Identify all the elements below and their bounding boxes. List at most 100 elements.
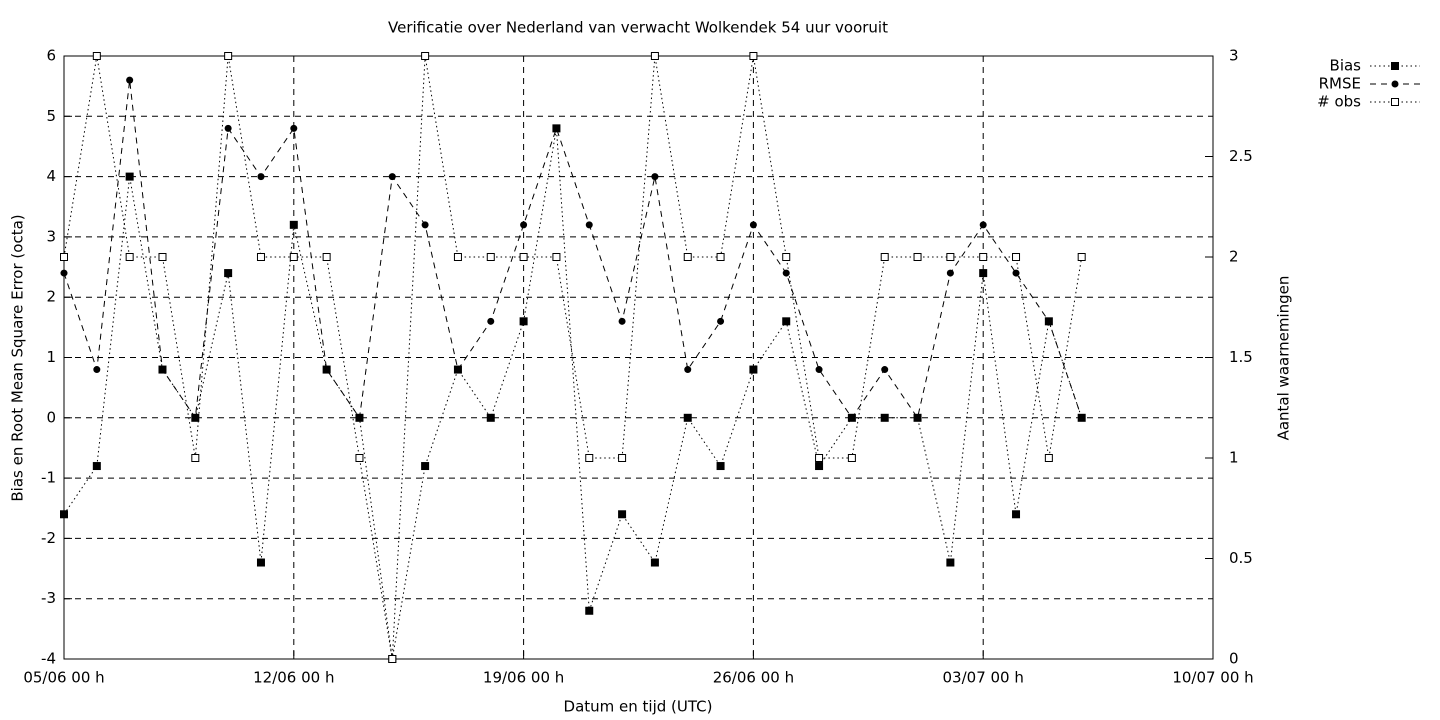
y2-tick-label: 3: [1229, 47, 1239, 65]
point: [1012, 253, 1021, 261]
point: [453, 253, 462, 261]
point: [880, 253, 889, 261]
point: [322, 253, 331, 261]
point: [717, 317, 725, 325]
point: [125, 172, 134, 181]
x-tick-label: 26/06 00 h: [713, 669, 794, 687]
point: [552, 124, 560, 132]
point: [355, 454, 364, 462]
legend-label: Bias: [1330, 57, 1362, 75]
y-tick-label: -1: [41, 469, 56, 487]
legend-marker: [1391, 98, 1399, 106]
point: [224, 124, 232, 132]
y2-axis-label: Aantal waarnemingen: [1275, 276, 1293, 441]
point: [224, 52, 233, 60]
legend-label: # obs: [1317, 93, 1361, 111]
point: [355, 414, 363, 422]
point: [519, 317, 528, 326]
y2-tick-label: 2: [1229, 248, 1239, 266]
point: [60, 510, 68, 519]
point: [650, 558, 659, 567]
point: [224, 269, 233, 278]
y-tick-label: 4: [46, 167, 56, 185]
x-tick-label: 12/06 00 h: [253, 669, 334, 687]
point: [323, 366, 331, 374]
point: [520, 221, 528, 229]
chart-title: Verificatie over Nederland van verwacht …: [388, 19, 888, 37]
point: [388, 173, 396, 181]
point: [946, 269, 954, 277]
point: [782, 269, 790, 277]
point: [585, 221, 593, 229]
point: [618, 454, 627, 462]
y-tick-label: 0: [46, 408, 56, 426]
point: [749, 52, 758, 60]
y-tick-label: 5: [46, 107, 56, 125]
point: [125, 253, 134, 261]
legend-label: RMSE: [1319, 75, 1361, 93]
point: [979, 253, 988, 261]
point: [815, 462, 824, 471]
point: [683, 253, 692, 261]
point: [946, 253, 955, 261]
y-axis-label: Bias en Root Mean Square Error (octa): [9, 214, 27, 501]
point: [1044, 454, 1053, 462]
point: [716, 462, 725, 471]
y2-tick-label: 2.5: [1229, 147, 1253, 165]
point: [913, 253, 922, 261]
x-axis-label: Datum en tijd (UTC): [564, 698, 713, 716]
point: [92, 462, 101, 471]
point: [92, 52, 101, 60]
point: [158, 366, 166, 374]
point: [815, 366, 823, 374]
point: [848, 414, 856, 422]
y-tick-label: 6: [46, 47, 56, 65]
point: [1012, 510, 1021, 519]
x-tick-label: 05/06 00 h: [23, 669, 104, 687]
point: [782, 317, 791, 326]
y-tick-label: -3: [41, 589, 56, 607]
point: [421, 52, 430, 60]
point: [847, 454, 856, 462]
legend-marker: [1391, 62, 1399, 70]
point: [618, 317, 626, 325]
point: [486, 413, 495, 422]
point: [979, 221, 987, 229]
series-line: [63, 128, 1083, 660]
point: [1012, 269, 1020, 277]
point: [256, 558, 265, 567]
point: [585, 606, 594, 615]
y-tick-label: 1: [46, 348, 56, 366]
y-tick-label: 2: [46, 288, 56, 306]
point: [191, 454, 200, 462]
point: [881, 366, 889, 374]
y-tick-label: -4: [41, 650, 56, 668]
point: [126, 76, 134, 84]
point: [519, 253, 528, 261]
y2-tick-label: 0.5: [1229, 549, 1253, 567]
series-line: [63, 55, 1083, 660]
series-line: [63, 80, 1083, 420]
point: [158, 253, 167, 261]
point: [1045, 317, 1053, 325]
x-tick-label: 03/07 00 h: [943, 669, 1024, 687]
point: [388, 655, 397, 663]
point: [256, 253, 265, 261]
point: [946, 558, 955, 567]
point: [749, 221, 757, 229]
point: [421, 221, 429, 229]
point: [191, 414, 199, 422]
point: [289, 253, 298, 261]
point: [1077, 253, 1086, 261]
point: [650, 52, 659, 60]
y-tick-label: 3: [46, 227, 56, 245]
point: [421, 462, 430, 471]
point: [486, 253, 495, 261]
plot-border: [63, 55, 1214, 660]
point: [914, 414, 922, 422]
point: [290, 124, 298, 132]
point: [782, 253, 791, 261]
point: [684, 366, 692, 374]
y2-tick-label: 1.5: [1229, 348, 1253, 366]
point: [880, 413, 889, 422]
